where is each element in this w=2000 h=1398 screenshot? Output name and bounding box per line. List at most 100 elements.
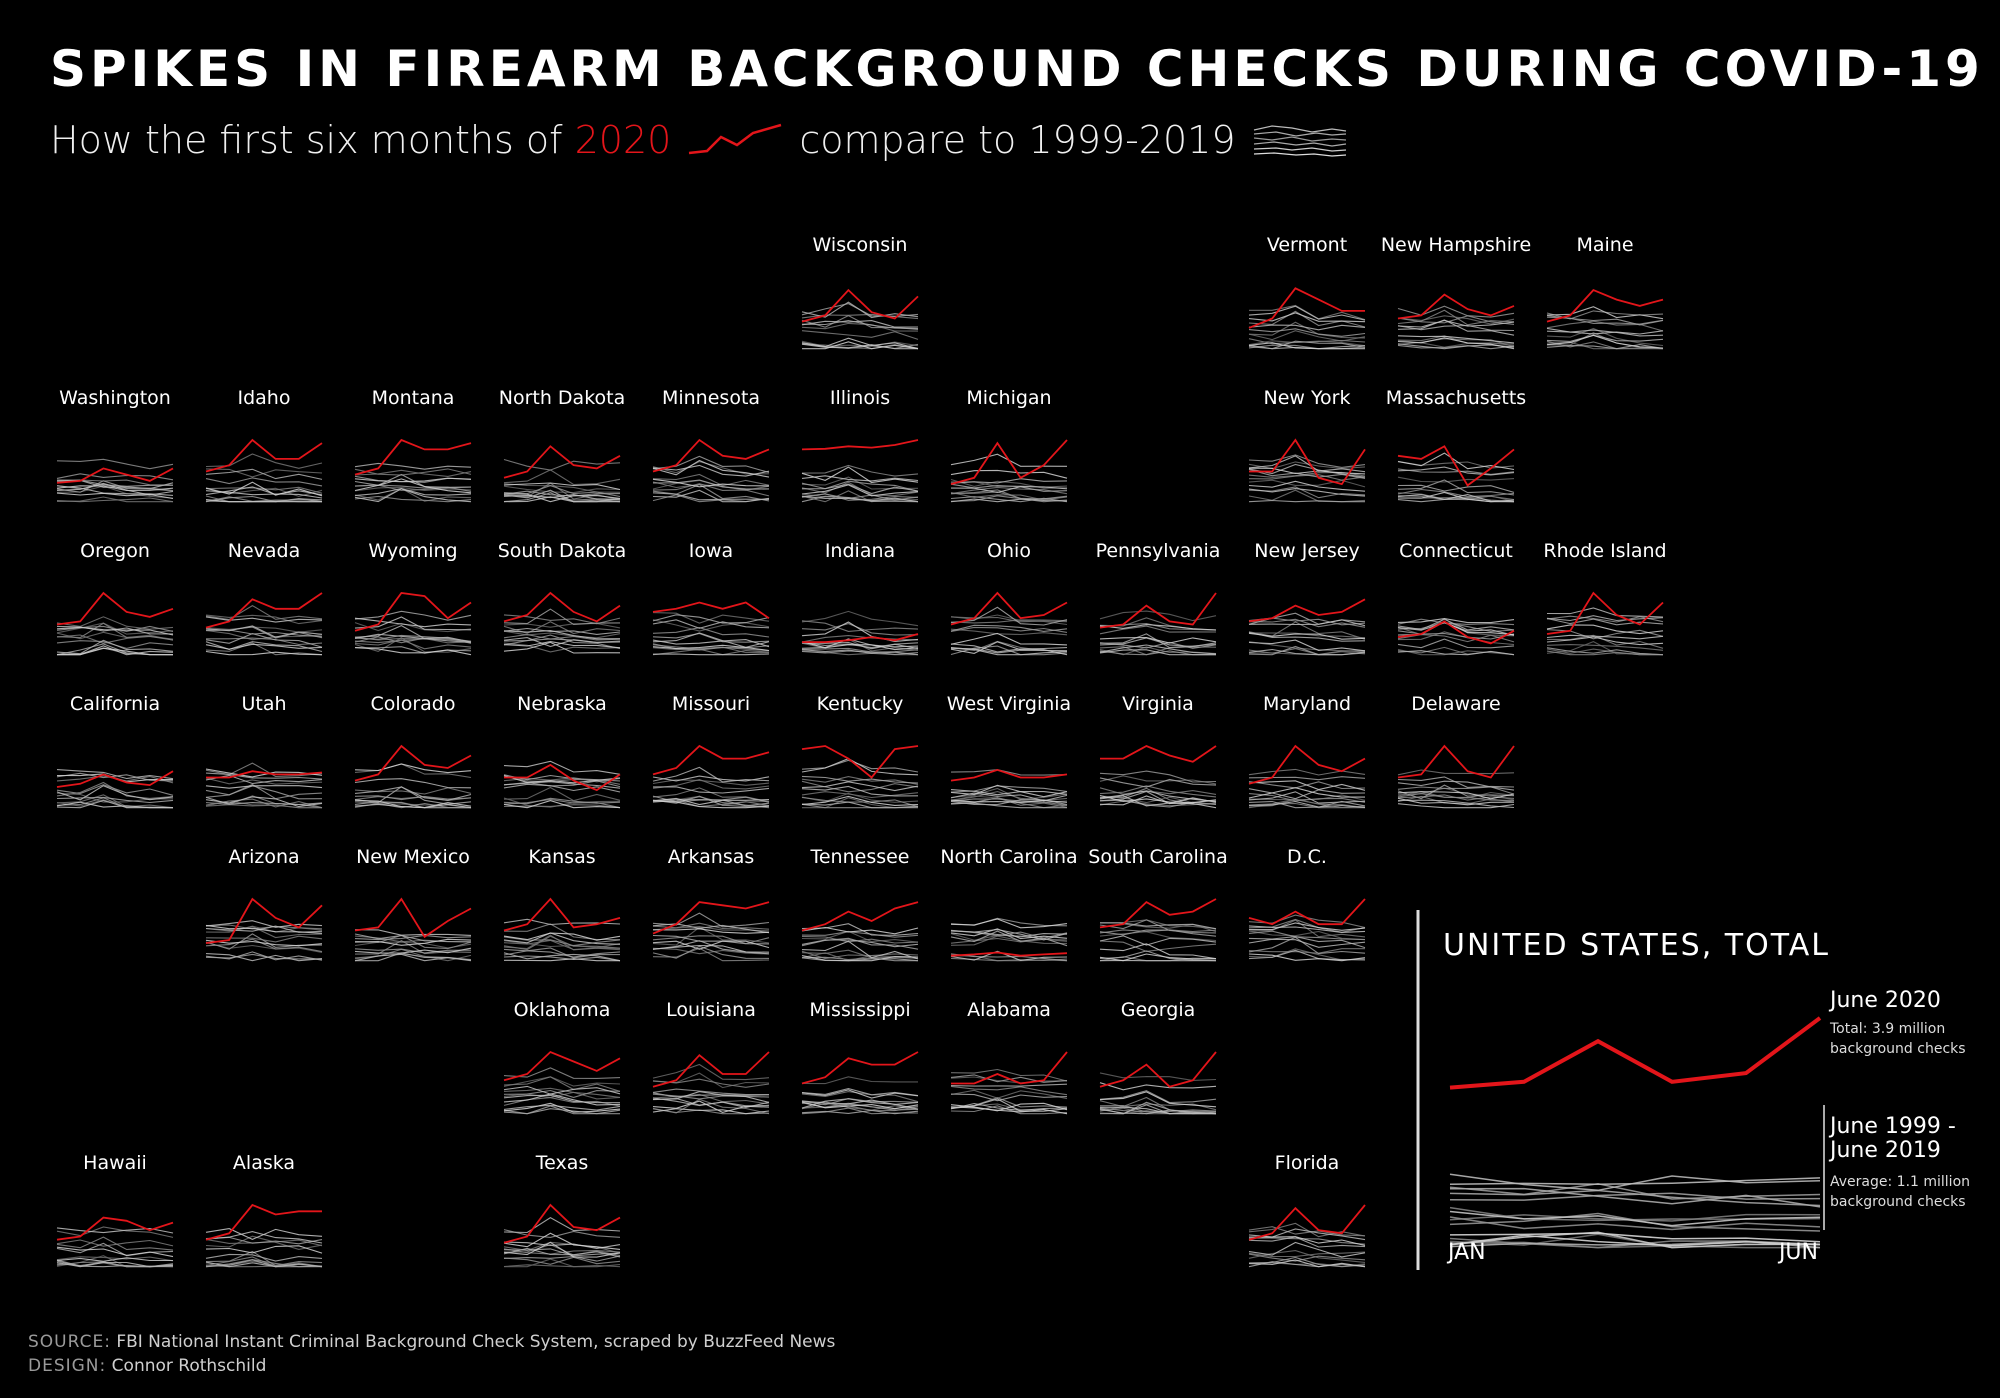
state-label: Ohio	[987, 540, 1031, 562]
state-label: Georgia	[1121, 999, 1196, 1021]
history-line	[354, 934, 472, 941]
history-line	[1248, 791, 1366, 804]
history-line	[503, 608, 621, 625]
history-line	[503, 780, 621, 788]
history-line	[56, 1256, 174, 1262]
history-line	[503, 1102, 621, 1113]
state-label: Wyoming	[368, 540, 457, 562]
state-new-hampshire: New Hampshire	[1381, 234, 1531, 350]
us-label-hist-line1: June 1999 -	[1828, 1114, 1956, 1139]
line-2020	[205, 1203, 322, 1241]
state-label: New York	[1263, 387, 1350, 409]
history-line	[652, 619, 770, 629]
history-line	[354, 933, 472, 943]
state-label: Massachusetts	[1386, 387, 1526, 409]
history-line	[354, 487, 472, 502]
chart-subtitle: How the first six months of 2020 compare…	[50, 118, 1364, 162]
history-line	[56, 785, 174, 801]
history-line	[503, 485, 621, 494]
history-line	[205, 795, 323, 809]
history-line	[652, 947, 770, 955]
state-new-york: New York	[1248, 387, 1366, 503]
history-line	[1546, 624, 1664, 635]
state-colorado: Colorado	[354, 693, 472, 809]
history-line	[205, 650, 323, 656]
history-line	[205, 468, 323, 480]
history-line	[1248, 480, 1366, 492]
us-line-2020	[1449, 1016, 1822, 1090]
state-label: Oklahoma	[514, 999, 611, 1021]
state-mississippi: Mississippi	[801, 999, 919, 1115]
history-line	[503, 1087, 621, 1098]
state-texas: Texas	[503, 1152, 621, 1268]
history-line	[950, 606, 1068, 626]
history-line	[1546, 306, 1664, 320]
us-label-hist-line2: June 2019	[1828, 1138, 1941, 1163]
us-history-line	[1449, 1189, 1821, 1207]
history-line	[1099, 794, 1217, 804]
history-line	[205, 942, 323, 953]
history-line	[205, 785, 323, 789]
history-line	[652, 1100, 770, 1113]
us-total-chart: UNITED STATES, TOTAL June 2020 Total: 3.…	[1416, 910, 1970, 1270]
history-line	[801, 796, 919, 808]
line-2020	[652, 601, 770, 619]
history-line	[801, 641, 919, 651]
design-text: Connor Rothschild	[111, 1356, 267, 1376]
history-line	[56, 801, 173, 809]
history-line	[950, 935, 1068, 946]
state-west-virginia: West Virginia	[947, 693, 1071, 809]
state-label: California	[70, 693, 160, 715]
history-line	[1546, 327, 1664, 335]
history-line	[1099, 770, 1217, 783]
state-label: Kansas	[528, 846, 595, 868]
state-louisiana: Louisiana	[652, 999, 770, 1115]
line-2020	[802, 633, 919, 643]
line-2020	[354, 744, 472, 782]
us-history-line	[1449, 1187, 1821, 1208]
us-history-line	[1449, 1216, 1821, 1231]
history-line	[801, 620, 919, 632]
line-2020	[1248, 1204, 1366, 1241]
history-line	[950, 1106, 1068, 1115]
history-line	[1397, 484, 1515, 493]
state-massachusetts: Massachusetts	[1386, 387, 1526, 503]
history-line	[950, 918, 1068, 929]
history-line	[205, 925, 323, 933]
history-line	[354, 633, 472, 643]
line-2020	[1099, 898, 1217, 929]
history-line	[205, 496, 323, 503]
history-line	[652, 483, 770, 497]
history-line	[801, 1076, 918, 1085]
history-line	[652, 945, 770, 959]
history-line	[205, 924, 323, 930]
history-line	[503, 932, 621, 945]
history-line	[205, 785, 323, 800]
history-line	[801, 638, 919, 649]
history-line	[801, 955, 919, 962]
state-label: Delaware	[1411, 693, 1501, 715]
state-label: Maine	[1576, 234, 1633, 256]
history-line	[1248, 639, 1366, 652]
history-line	[205, 939, 323, 947]
history-line	[503, 485, 621, 498]
line-2020	[1249, 438, 1366, 486]
state-arkansas: Arkansas	[652, 846, 770, 962]
history-line	[1248, 948, 1365, 954]
history-line	[503, 947, 620, 959]
state-label: Alabama	[967, 999, 1051, 1021]
history-line	[801, 322, 919, 332]
state-california: California	[56, 693, 174, 809]
history-line	[503, 958, 620, 962]
history-line	[1099, 953, 1217, 962]
state-maryland: Maryland	[1248, 693, 1366, 809]
history-line	[1397, 479, 1515, 496]
history-line	[504, 1258, 621, 1268]
line-2020	[801, 901, 919, 932]
history-line	[1248, 1261, 1366, 1268]
history-line	[652, 614, 770, 624]
history-line	[801, 931, 919, 938]
history-line	[354, 488, 472, 503]
history-line	[1546, 634, 1664, 649]
history-line	[354, 616, 472, 631]
